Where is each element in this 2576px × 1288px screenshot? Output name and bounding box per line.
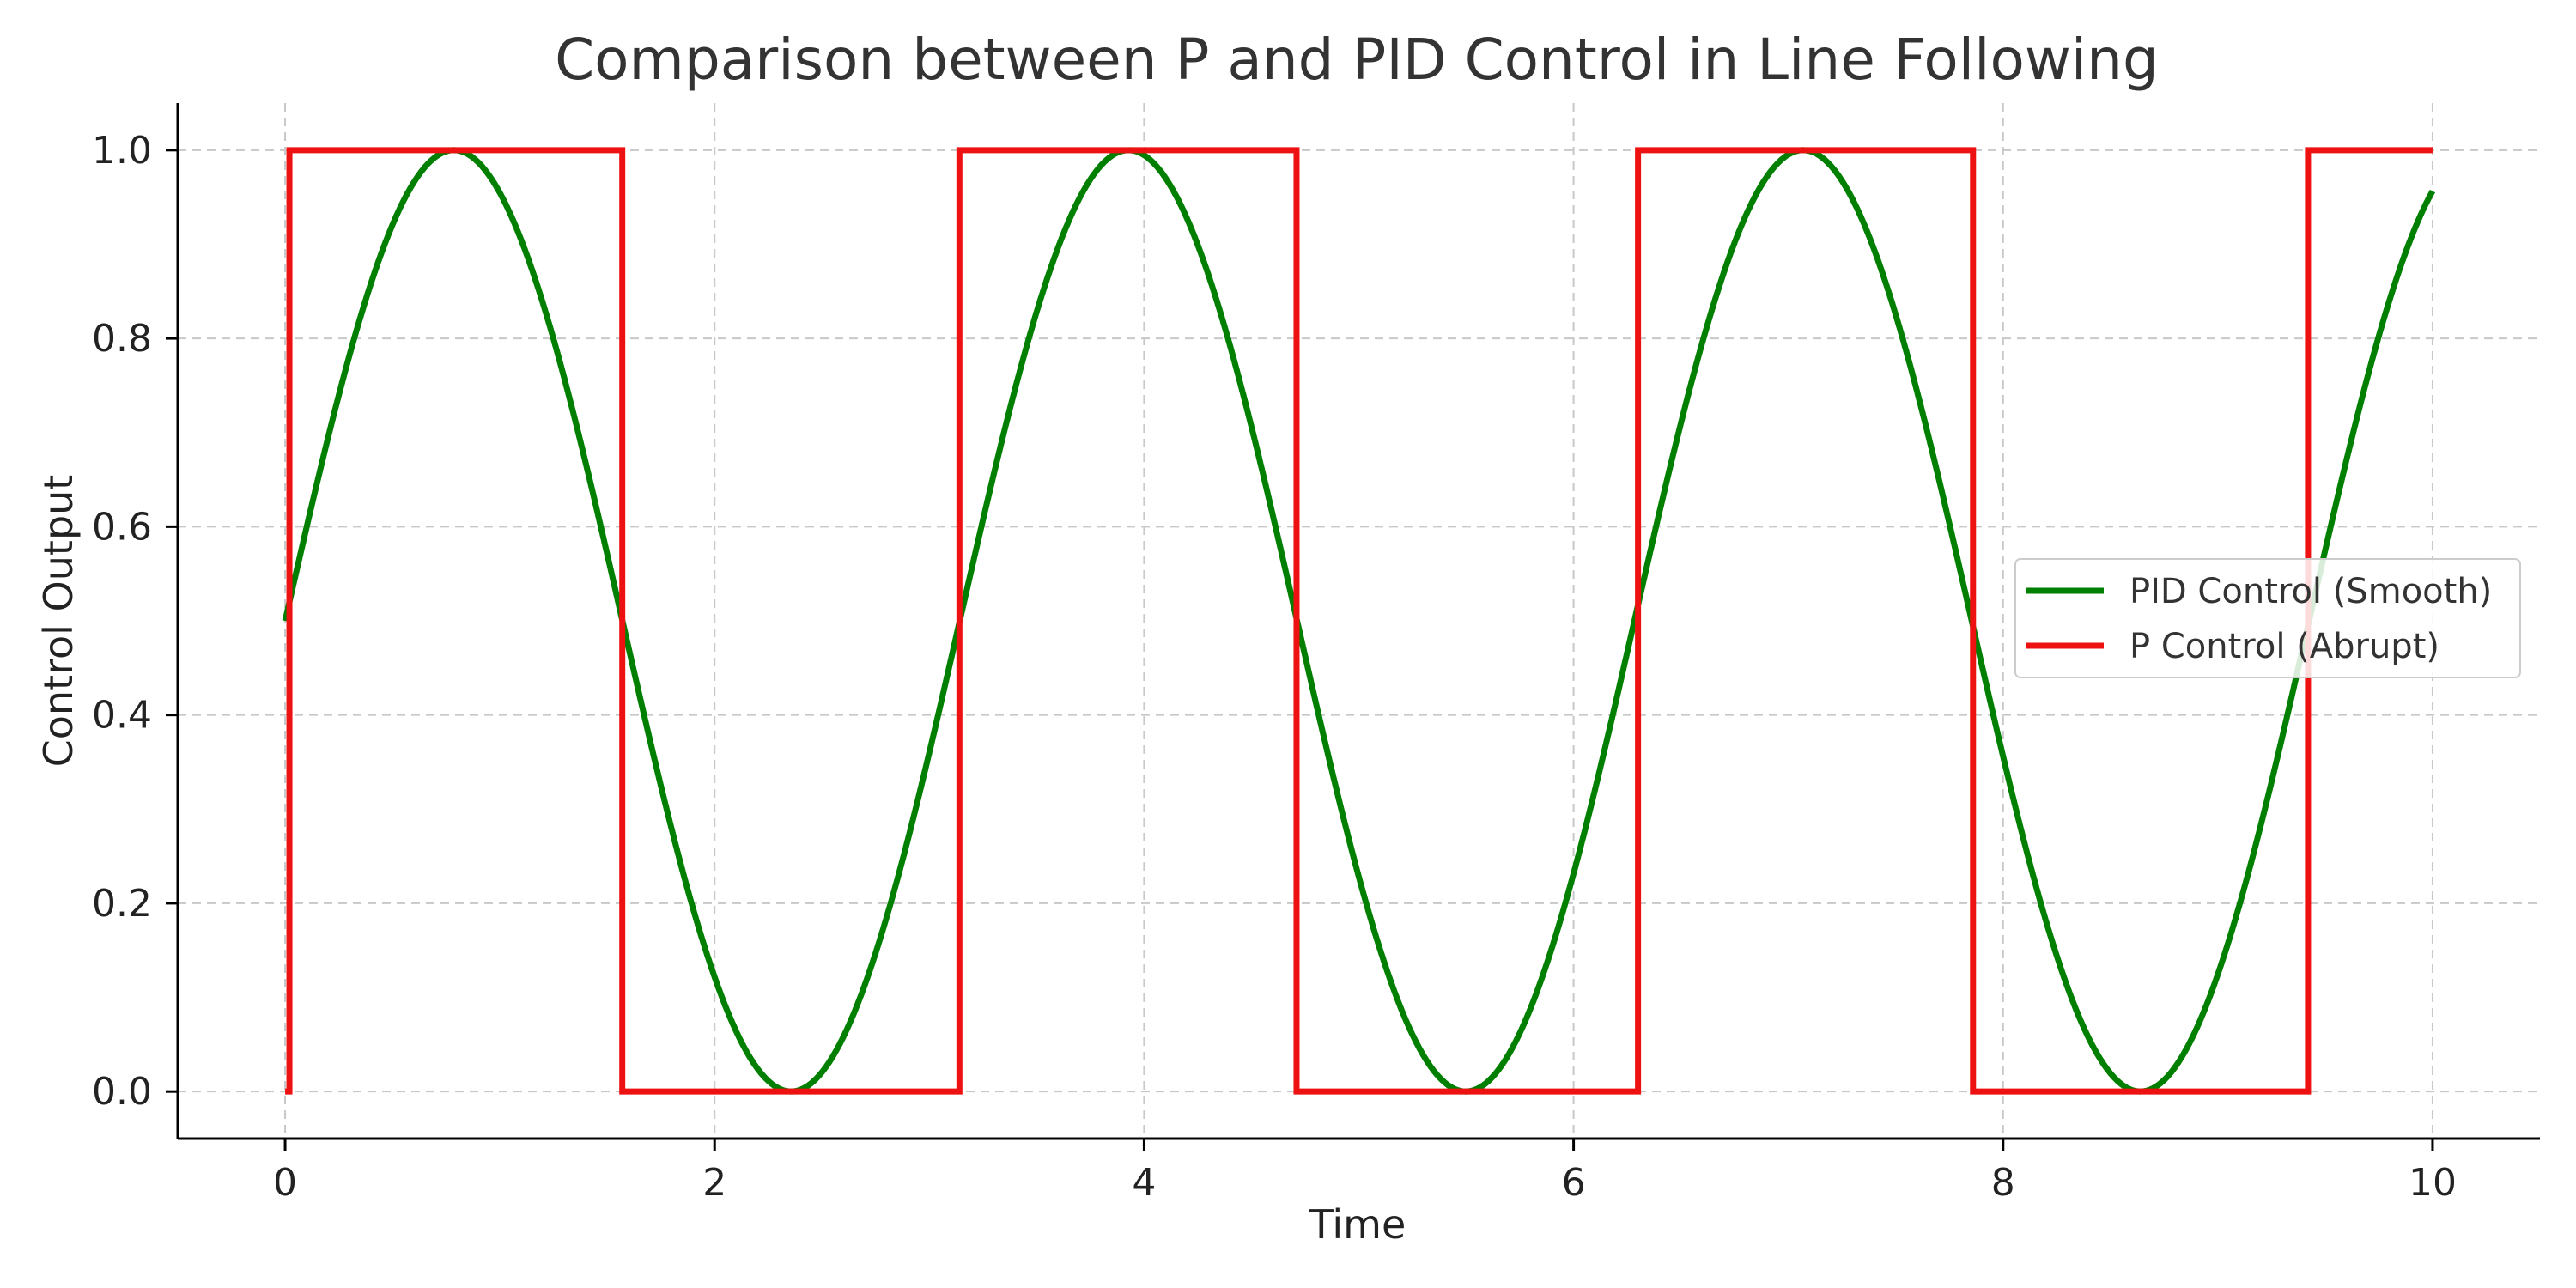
series xyxy=(282,147,2436,1095)
y-axis-label: Control Output xyxy=(35,475,82,768)
x-tick-label: 10 xyxy=(2409,1161,2457,1205)
x-axis-label: Time xyxy=(1309,1201,1406,1248)
legend-label-p: P Control (Abrupt) xyxy=(2129,627,2439,666)
x-tick-label: 2 xyxy=(702,1161,726,1205)
legend-box xyxy=(2014,558,2521,678)
y-tick-label: 1.0 xyxy=(92,129,152,173)
y-tick-label: 0.0 xyxy=(92,1070,152,1114)
x-tick-label: 4 xyxy=(1132,1161,1156,1205)
legend-label-pid: PID Control (Smooth) xyxy=(2129,572,2492,611)
legend: PID Control (Smooth) P Control (Abrupt) xyxy=(2014,558,2521,678)
y-tick-label: 0.8 xyxy=(92,317,152,361)
y-tick-label: 0.6 xyxy=(92,505,152,549)
series-line-pid xyxy=(282,147,2436,1095)
series-line-p xyxy=(285,147,2433,1095)
chart-title: Comparison between P and PID Control in … xyxy=(555,27,2159,93)
y-tick-label: 0.2 xyxy=(92,882,152,926)
x-tick-label: 6 xyxy=(1562,1161,1586,1205)
x-tick-label: 8 xyxy=(1991,1161,2015,1205)
ticks: 0 2 4 6 8 10 0.0 0.2 0.4 0.6 0.8 1.0 xyxy=(92,129,2457,1205)
y-tick-label: 0.4 xyxy=(92,694,152,738)
x-tick-label: 0 xyxy=(273,1161,297,1205)
